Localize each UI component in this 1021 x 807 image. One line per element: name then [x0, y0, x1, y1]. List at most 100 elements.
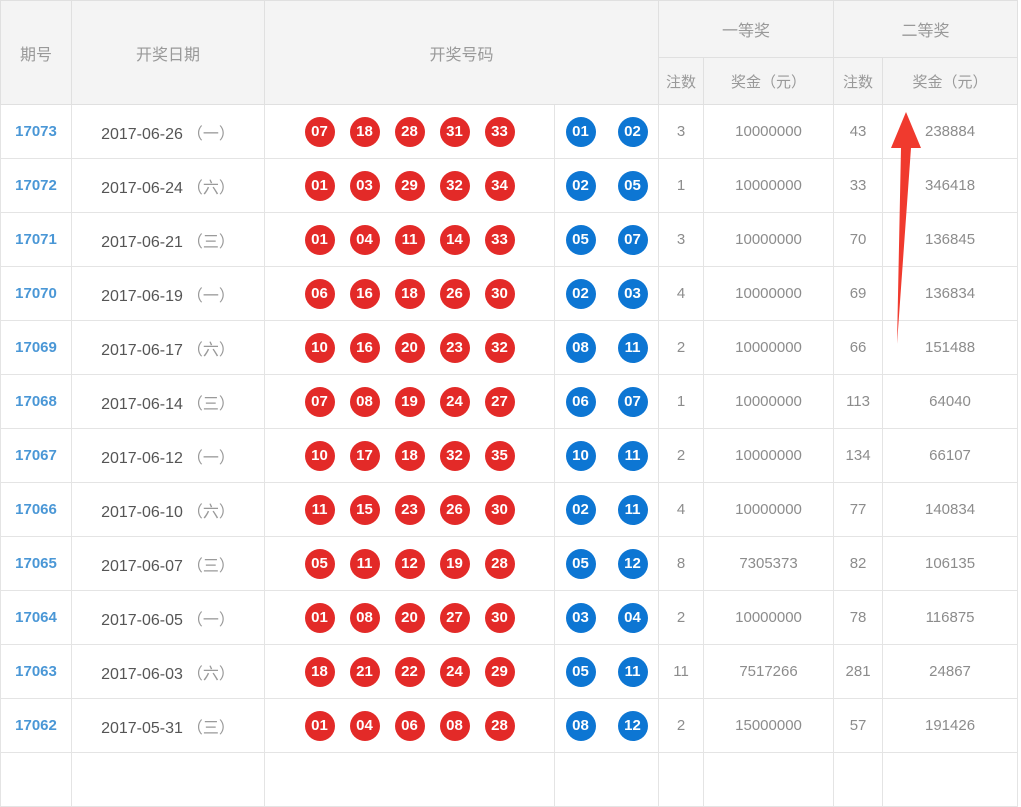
first-prize-amount: 10000000: [703, 320, 835, 375]
red-ball: 10: [304, 440, 335, 471]
first-prize-bets: 1: [658, 374, 705, 429]
date-text: 2017-06-10: [101, 503, 183, 521]
red-balls-cell: 05 11 12 19 28: [264, 536, 555, 591]
issue-link[interactable]: 17066: [15, 501, 57, 518]
table-row: 17071 2017-06-21 （三） 01 04 11 14 33 05 07 3 1000000…: [0, 212, 1019, 267]
blue-ball: 07: [617, 224, 648, 255]
red-ball: 01: [304, 224, 335, 255]
issue-link[interactable]: 17065: [15, 555, 57, 572]
red-ball: 18: [304, 656, 335, 687]
red-ball: 21: [349, 656, 380, 687]
draw-date: 2017-06-19 （一）: [71, 266, 265, 321]
column-header-second-prize: 二等奖: [833, 0, 1019, 58]
issue-link[interactable]: 17064: [15, 609, 57, 626]
issue-link[interactable]: 17070: [15, 285, 57, 302]
red-ball: 06: [394, 710, 425, 741]
table-row: 17064 2017-06-05 （一） 01 08 20 27 30 03 04 2 1000000…: [0, 590, 1019, 645]
issue-link[interactable]: 17069: [15, 339, 57, 356]
blue-ball: 04: [617, 602, 648, 633]
red-ball: 14: [439, 224, 470, 255]
red-ball: 19: [439, 548, 470, 579]
first-prize-bets: 3: [658, 212, 705, 267]
red-ball: 28: [484, 548, 515, 579]
red-ball: 08: [349, 602, 380, 633]
issue-cell: 17071: [0, 212, 72, 267]
blue-ball: 05: [565, 656, 596, 687]
red-ball: 32: [439, 440, 470, 471]
red-ball: 27: [484, 386, 515, 417]
issue-link[interactable]: 17071: [15, 231, 57, 248]
first-prize-amount: 15000000: [703, 698, 835, 753]
red-ball: 10: [304, 332, 335, 363]
red-balls-group: 01 04 11 14 33: [266, 224, 554, 255]
second-prize-bets: 70: [833, 212, 884, 267]
column-header-first-prize-bets: 注数: [658, 57, 705, 105]
blue-balls-cell: 05 12: [553, 536, 660, 591]
empty-cell: [71, 752, 265, 807]
red-ball: 32: [484, 332, 515, 363]
red-balls-cell: 18 21 22 24 29: [264, 644, 555, 699]
blue-ball: 08: [565, 710, 596, 741]
blue-balls-cell: 02 03: [553, 266, 660, 321]
issue-link[interactable]: 17062: [15, 717, 57, 734]
first-prize-amount: 10000000: [703, 104, 835, 159]
blue-balls-group: 05 07: [556, 224, 658, 255]
red-ball: 04: [349, 710, 380, 741]
weekday-text: （一）: [186, 125, 235, 143]
red-ball: 33: [484, 116, 515, 147]
red-ball: 11: [349, 548, 380, 579]
empty-cell: [553, 752, 660, 807]
red-balls-group: 18 21 22 24 29: [266, 656, 554, 687]
red-ball: 23: [439, 332, 470, 363]
blue-balls-cell: 05 07: [553, 212, 660, 267]
weekday-text: （六）: [186, 503, 235, 521]
first-prize-amount: 10000000: [703, 590, 835, 645]
weekday-text: （三）: [186, 395, 235, 413]
second-prize-amount: 66107: [882, 428, 1019, 483]
table-row: 17072 2017-06-24 （六） 01 03 29 32 34 02 05 1 1000000…: [0, 158, 1019, 213]
blue-ball: 10: [565, 440, 596, 471]
blue-balls-cell: 02 05: [553, 158, 660, 213]
first-prize-amount: 10000000: [703, 158, 835, 213]
red-balls-group: 10 17 18 32 35: [266, 440, 554, 471]
issue-cell: 17072: [0, 158, 72, 213]
empty-cell: [833, 752, 884, 807]
date-text: 2017-06-24: [101, 179, 183, 197]
red-balls-cell: 01 03 29 32 34: [264, 158, 555, 213]
blue-ball: 02: [617, 116, 648, 147]
first-prize-amount: 7305373: [703, 536, 835, 591]
table-row-partial: [0, 752, 1019, 807]
second-prize-bets: 134: [833, 428, 884, 483]
issue-link[interactable]: 17072: [15, 177, 57, 194]
table-row: 17067 2017-06-12 （一） 10 17 18 32 35 10 11 2 1000000…: [0, 428, 1019, 483]
second-prize-amount: 136834: [882, 266, 1019, 321]
second-prize-bets: 281: [833, 644, 884, 699]
red-ball: 29: [484, 656, 515, 687]
second-prize-bets: 66: [833, 320, 884, 375]
table-row: 17066 2017-06-10 （六） 11 15 23 26 30 02 11 4 1000000…: [0, 482, 1019, 537]
blue-balls-cell: 08 12: [553, 698, 660, 753]
red-ball: 28: [484, 710, 515, 741]
draw-date: 2017-06-17 （六）: [71, 320, 265, 375]
red-ball: 23: [394, 494, 425, 525]
blue-ball: 02: [565, 494, 596, 525]
blue-ball: 02: [565, 170, 596, 201]
issue-link[interactable]: 17068: [15, 393, 57, 410]
issue-cell: 17068: [0, 374, 72, 429]
issue-link[interactable]: 17073: [15, 123, 57, 140]
red-ball: 28: [394, 116, 425, 147]
issue-link[interactable]: 17067: [15, 447, 57, 464]
red-ball: 16: [349, 278, 380, 309]
red-balls-group: 07 18 28 31 33: [266, 116, 554, 147]
issue-link[interactable]: 17063: [15, 663, 57, 680]
first-prize-amount: 10000000: [703, 374, 835, 429]
date-text: 2017-05-31: [101, 719, 183, 737]
first-prize-bets: 4: [658, 266, 705, 321]
second-prize-bets: 82: [833, 536, 884, 591]
red-ball: 18: [349, 116, 380, 147]
red-ball: 24: [439, 656, 470, 687]
red-ball: 19: [394, 386, 425, 417]
red-ball: 18: [394, 278, 425, 309]
red-balls-cell: 10 17 18 32 35: [264, 428, 555, 483]
first-prize-amount: 10000000: [703, 266, 835, 321]
